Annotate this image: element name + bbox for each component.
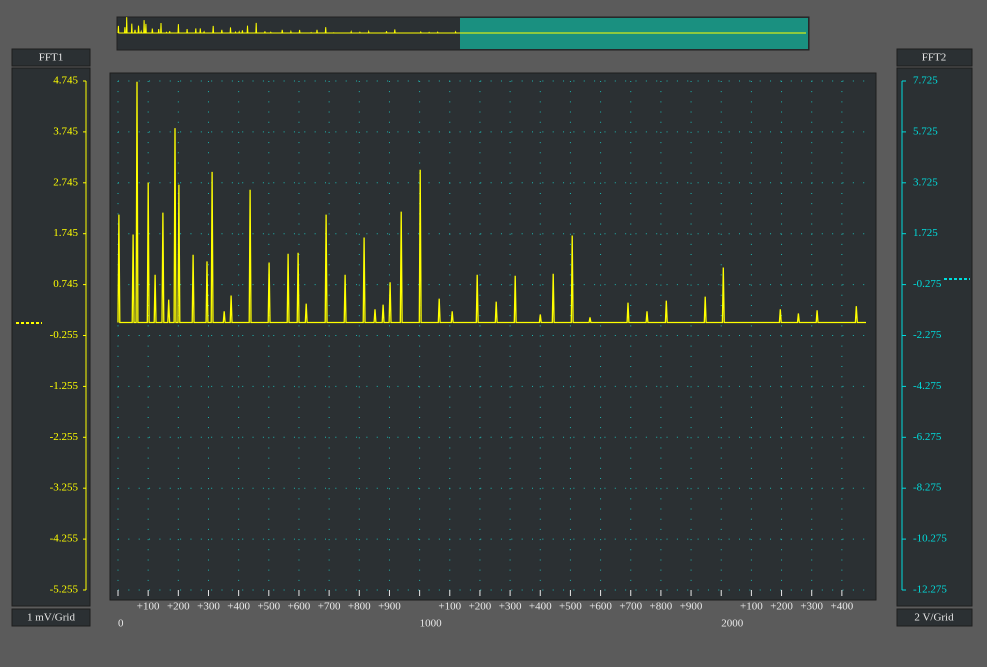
plot-area: [110, 73, 876, 600]
y2-tick-label: 1.725: [913, 227, 938, 239]
y-tick-label: 4.745: [53, 75, 78, 87]
y-tick-label: 0.745: [53, 278, 78, 290]
x-tick-label: +900: [680, 601, 703, 613]
y2-tick-label: -0.275: [913, 278, 942, 290]
y-tick-label: -0.255: [50, 329, 79, 341]
y2-tick-label: -8.275: [913, 482, 942, 494]
x-tick-label: +900: [378, 601, 401, 613]
x-tick-label: +200: [469, 601, 492, 613]
x-tick-label: +200: [167, 601, 190, 613]
right-footer: 2 V/Grid: [914, 612, 954, 624]
x-tick-label: +800: [650, 601, 673, 613]
left-footer: 1 mV/Grid: [27, 612, 75, 624]
left-header: FFT1: [39, 52, 63, 64]
y-tick-label: -5.255: [50, 584, 79, 596]
y-tick-label: 3.745: [53, 125, 78, 137]
y2-tick-label: 7.725: [913, 75, 938, 87]
x-tick-label: +600: [288, 601, 311, 613]
y2-tick-label: -10.275: [913, 533, 947, 545]
y-tick-label: 1.745: [53, 227, 78, 239]
x-tick-label: +500: [257, 601, 280, 613]
x-tick-label: +100: [438, 601, 461, 613]
y-tick-label: -3.255: [50, 482, 79, 494]
x-tick-label: +700: [619, 601, 642, 613]
y-tick-label: 2.745: [53, 176, 78, 188]
y2-tick-label: 5.725: [913, 125, 938, 137]
y-tick-label: -2.255: [50, 431, 79, 443]
y2-tick-label: -4.275: [913, 380, 942, 392]
y2-tick-label: -2.275: [913, 329, 942, 341]
x-tick-label: 1000: [420, 618, 443, 630]
y2-tick-label: -6.275: [913, 431, 942, 443]
x-tick-label: +400: [529, 601, 552, 613]
x-tick-label: +200: [770, 601, 793, 613]
x-tick-label: +400: [227, 601, 250, 613]
y2-tick-label: 3.725: [913, 176, 938, 188]
x-tick-label: +300: [499, 601, 522, 613]
x-tick-label: +300: [197, 601, 220, 613]
x-tick-label: +600: [589, 601, 612, 613]
y2-tick-label: -12.275: [913, 584, 947, 596]
y-tick-label: -4.255: [50, 533, 79, 545]
x-tick-label: +700: [318, 601, 341, 613]
x-tick-label: +100: [740, 601, 763, 613]
x-tick-label: +100: [137, 601, 160, 613]
x-tick-label: 0: [118, 618, 124, 630]
x-tick-label: 2000: [721, 618, 744, 630]
x-tick-label: +500: [559, 601, 582, 613]
right-header: FFT2: [922, 52, 946, 64]
x-tick-label: +300: [800, 601, 823, 613]
x-tick-label: +400: [831, 601, 854, 613]
y-tick-label: -1.255: [50, 380, 79, 392]
x-tick-label: +800: [348, 601, 371, 613]
